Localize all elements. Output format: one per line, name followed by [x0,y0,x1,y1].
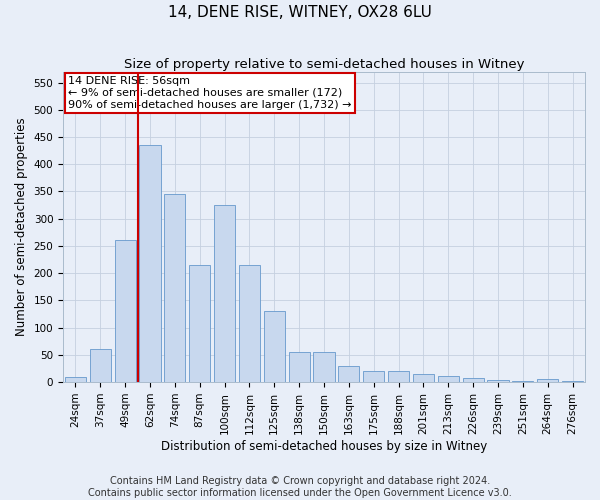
Bar [264,312,285,382]
X-axis label: Distribution of semi-detached houses by size in Witney: Distribution of semi-detached houses by … [161,440,487,452]
Bar [487,380,509,382]
Bar [512,381,533,382]
Bar [363,371,384,382]
Bar [313,352,335,382]
Bar [562,381,583,382]
Text: 14 DENE RISE: 56sqm
← 9% of semi-detached houses are smaller (172)
90% of semi-d: 14 DENE RISE: 56sqm ← 9% of semi-detache… [68,76,352,110]
Bar [65,376,86,382]
Bar [90,350,111,382]
Bar [338,366,359,382]
Title: Size of property relative to semi-detached houses in Witney: Size of property relative to semi-detach… [124,58,524,70]
Bar [115,240,136,382]
Text: 14, DENE RISE, WITNEY, OX28 6LU: 14, DENE RISE, WITNEY, OX28 6LU [168,5,432,20]
Bar [388,371,409,382]
Bar [413,374,434,382]
Bar [164,194,185,382]
Bar [537,380,558,382]
Bar [189,265,210,382]
Bar [289,352,310,382]
Text: Contains HM Land Registry data © Crown copyright and database right 2024.
Contai: Contains HM Land Registry data © Crown c… [88,476,512,498]
Bar [139,145,161,382]
Bar [438,376,459,382]
Bar [239,265,260,382]
Bar [214,205,235,382]
Y-axis label: Number of semi-detached properties: Number of semi-detached properties [15,118,28,336]
Bar [463,378,484,382]
